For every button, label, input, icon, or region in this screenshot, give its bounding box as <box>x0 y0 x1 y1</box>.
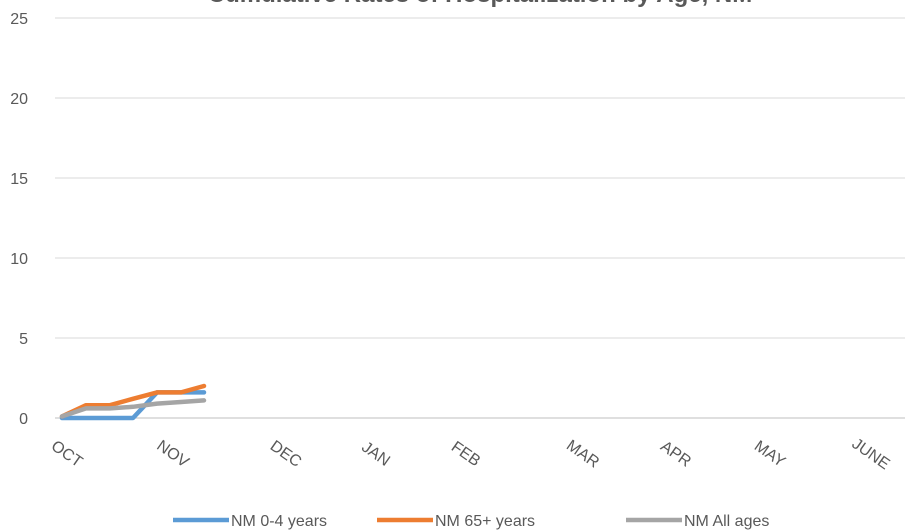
x-tick-label: APR <box>657 438 694 471</box>
y-tick-label: 0 <box>19 411 28 428</box>
legend-label: NM 65+ years <box>435 513 535 530</box>
x-tick-label: NOV <box>154 437 192 471</box>
series-lines <box>59 383 207 421</box>
x-tick-label: FEB <box>448 438 483 470</box>
gridlines <box>55 17 905 419</box>
legend: NM 0-4 years NM 65+ years NM All ages <box>173 513 769 530</box>
y-tick-label: 10 <box>10 251 28 268</box>
x-axis-ticks: OCT NOV DEC JAN FEB MAR APR MAY JUNE <box>48 435 893 473</box>
chart-title: Cumulative Rates of Hospitalization by A… <box>208 0 753 8</box>
series-line-2 <box>59 398 207 419</box>
x-tick-label: DEC <box>267 438 304 471</box>
series-line-1 <box>59 383 207 419</box>
x-tick-label: OCT <box>48 438 86 471</box>
y-axis-ticks: 0 5 10 15 20 25 <box>10 11 28 428</box>
y-tick-label: 25 <box>10 11 28 28</box>
legend-label: NM 0-4 years <box>231 513 327 530</box>
legend-label: NM All ages <box>684 513 769 530</box>
y-tick-label: 15 <box>10 171 28 188</box>
x-tick-label: MAR <box>563 437 602 471</box>
y-tick-label: 20 <box>10 91 28 108</box>
x-tick-label: JUNE <box>849 435 893 473</box>
y-tick-label: 5 <box>19 331 28 348</box>
x-tick-label: JAN <box>358 439 393 470</box>
x-tick-label: MAY <box>751 438 788 471</box>
